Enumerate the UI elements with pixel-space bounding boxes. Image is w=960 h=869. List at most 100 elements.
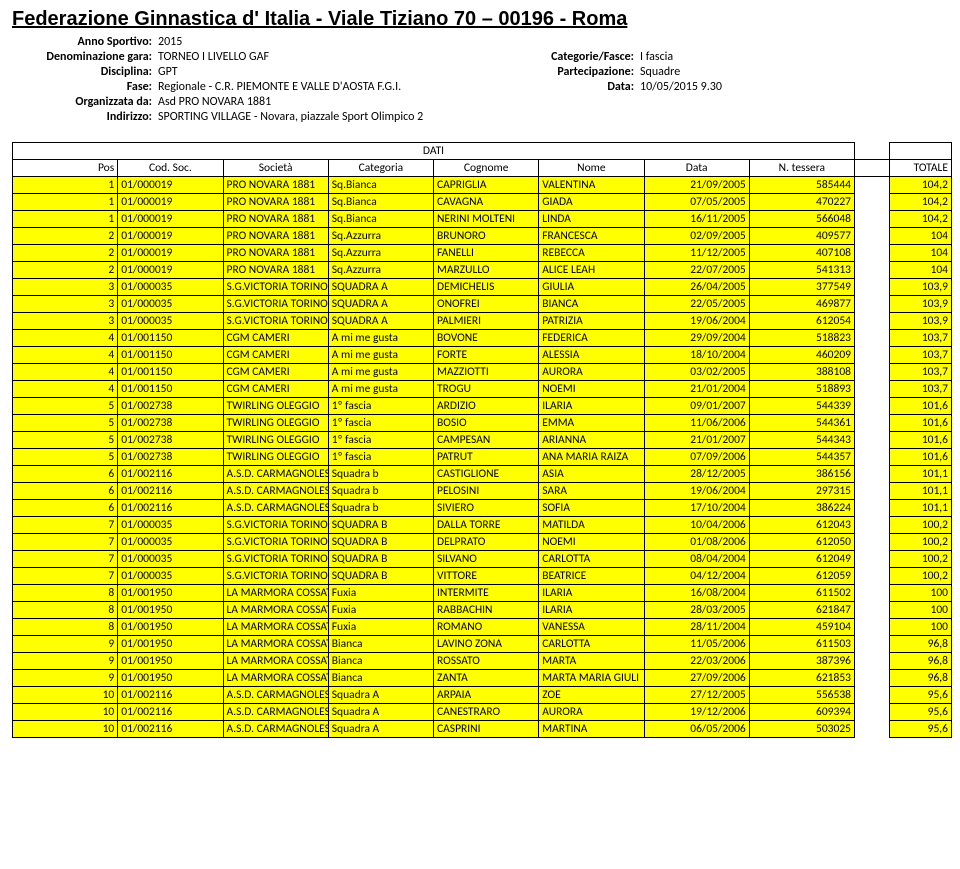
- cell: ILARIA: [539, 602, 644, 619]
- cell: 1º fascia: [328, 432, 433, 449]
- cell: 544361: [749, 415, 854, 432]
- cell: SQUADRA B: [328, 568, 433, 585]
- cell: 21/09/2005: [644, 177, 749, 194]
- cell: MARZULLO: [434, 262, 539, 279]
- cell: NOEMI: [539, 534, 644, 551]
- cell: 621853: [749, 670, 854, 687]
- cell: 612054: [749, 313, 854, 330]
- cell: 09/01/2007: [644, 398, 749, 415]
- cell: 01/000035: [118, 551, 223, 568]
- table-row: 601/002116A.S.D. CARMAGNOLESESquadra bCA…: [13, 466, 952, 483]
- table-row: 401/001150CGM CAMERIA mi me gustaBOVONEF…: [13, 330, 952, 347]
- cell: ARPAIA: [434, 687, 539, 704]
- cell: EMMA: [539, 415, 644, 432]
- cell: Squadra A: [328, 704, 433, 721]
- table-row: 301/000035S.G.VICTORIA TORINOSQUADRA APA…: [13, 313, 952, 330]
- cell: 19/06/2004: [644, 313, 749, 330]
- cell: VITTORE: [434, 568, 539, 585]
- cell: 01/002116: [118, 687, 223, 704]
- cell: [855, 466, 890, 483]
- cell: 104: [890, 262, 952, 279]
- cell: Bianca: [328, 670, 433, 687]
- cell: AURORA: [539, 704, 644, 721]
- cell: 104: [890, 228, 952, 245]
- cell: Squadra b: [328, 500, 433, 517]
- cell: 459104: [749, 619, 854, 636]
- cell: 101,6: [890, 398, 952, 415]
- col-pos: Pos: [13, 160, 118, 177]
- table-row: 601/002116A.S.D. CARMAGNOLESESquadra bSI…: [13, 500, 952, 517]
- meta-label-disc: Disciplina:: [12, 65, 152, 79]
- cell: 100: [890, 585, 952, 602]
- cell: S.G.VICTORIA TORINO: [223, 517, 328, 534]
- meta-val-part: Squadre: [640, 65, 952, 79]
- cell: [855, 500, 890, 517]
- cell: 01/002116: [118, 704, 223, 721]
- cell: [855, 245, 890, 262]
- cell: PRO NOVARA 1881: [223, 194, 328, 211]
- cell: 7: [13, 517, 118, 534]
- cell: Squadra b: [328, 466, 433, 483]
- col-cog: Cognome: [434, 160, 539, 177]
- cell: VALENTINA: [539, 177, 644, 194]
- cell: CARLOTTA: [539, 551, 644, 568]
- cell: Sq.Azzurra: [328, 228, 433, 245]
- table-row: 901/001950LA MARMORA COSSATOBiancaLAVINO…: [13, 636, 952, 653]
- cell: 101,1: [890, 483, 952, 500]
- table-row: 101/000019PRO NOVARA 1881Sq.BiancaCAPRIG…: [13, 177, 952, 194]
- meta-val-catfasce: I fascia: [640, 50, 952, 64]
- cell: SQUADRA A: [328, 296, 433, 313]
- cell: SQUADRA A: [328, 279, 433, 296]
- cell: 1º fascia: [328, 398, 433, 415]
- meta-label-anno: Anno Sportivo:: [12, 35, 152, 49]
- cell: ILARIA: [539, 585, 644, 602]
- cell: 4: [13, 364, 118, 381]
- cell: [855, 381, 890, 398]
- meta-label-data: Data:: [504, 80, 634, 94]
- meta-label-org: Organizzata da:: [12, 95, 152, 109]
- cell: 1: [13, 194, 118, 211]
- results-table: DATI Pos Cod. Soc. Società Categoria Cog…: [12, 142, 952, 738]
- cell: LINDA: [539, 211, 644, 228]
- cell: 8: [13, 585, 118, 602]
- cell: [855, 653, 890, 670]
- cell: 9: [13, 653, 118, 670]
- table-row: 501/002738TWIRLING OLEGGIO1º fasciaBOSIO…: [13, 415, 952, 432]
- cell: FORTE: [434, 347, 539, 364]
- cell: 16/08/2004: [644, 585, 749, 602]
- cell: RABBACHIN: [434, 602, 539, 619]
- cell: 621847: [749, 602, 854, 619]
- cell: PRO NOVARA 1881: [223, 245, 328, 262]
- table-row: 1001/002116A.S.D. CARMAGNOLESESquadra AC…: [13, 721, 952, 738]
- col-gap: [855, 160, 890, 177]
- cell: PATRUT: [434, 449, 539, 466]
- table-body: 101/000019PRO NOVARA 1881Sq.BiancaCAPRIG…: [13, 177, 952, 738]
- cell: 103,9: [890, 279, 952, 296]
- cell: 11/06/2006: [644, 415, 749, 432]
- cell: [855, 279, 890, 296]
- cell: SARA: [539, 483, 644, 500]
- cell: 103,9: [890, 296, 952, 313]
- cell: 3: [13, 313, 118, 330]
- cell: 26/04/2005: [644, 279, 749, 296]
- cell: 611503: [749, 636, 854, 653]
- cell: 02/09/2005: [644, 228, 749, 245]
- meta-val-denom: TORNEO I LIVELLO GAF: [158, 50, 498, 64]
- cell: 96,8: [890, 653, 952, 670]
- table-row: 1001/002116A.S.D. CARMAGNOLESESquadra AA…: [13, 687, 952, 704]
- table-row: 701/000035S.G.VICTORIA TORINOSQUADRA BVI…: [13, 568, 952, 585]
- cell: 2: [13, 228, 118, 245]
- cell: A.S.D. CARMAGNOLESE: [223, 721, 328, 738]
- cell: 10: [13, 687, 118, 704]
- cell: 101,1: [890, 466, 952, 483]
- cell: 612049: [749, 551, 854, 568]
- cell: 386224: [749, 500, 854, 517]
- cell: [855, 704, 890, 721]
- table-row: 201/000019PRO NOVARA 1881Sq.AzzurraFANEL…: [13, 245, 952, 262]
- dati-header: DATI: [13, 143, 855, 160]
- cell: 01/002738: [118, 398, 223, 415]
- page-title: Federazione Ginnastica d' Italia - Viale…: [12, 8, 952, 31]
- cell: 01/08/2006: [644, 534, 749, 551]
- cell: 22/05/2005: [644, 296, 749, 313]
- cell: 3: [13, 296, 118, 313]
